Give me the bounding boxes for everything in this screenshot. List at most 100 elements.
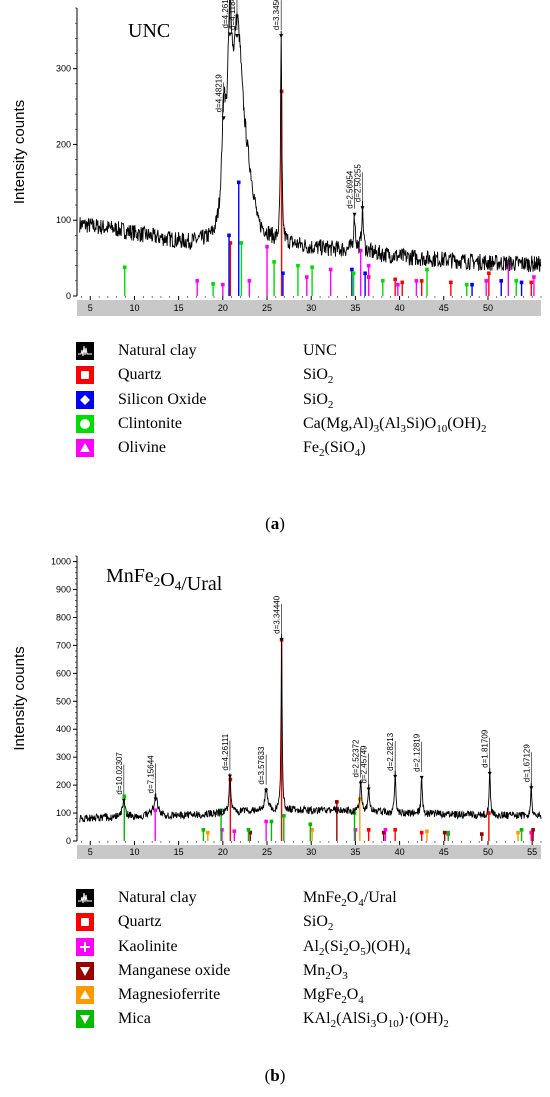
y-tick-label: 200 xyxy=(56,139,71,149)
reference-marker xyxy=(442,830,447,835)
reference-marker xyxy=(531,828,535,832)
reference-marker xyxy=(221,282,225,287)
d-label-arrow xyxy=(279,637,284,642)
x-tick-label: 10 xyxy=(129,847,139,857)
legend-phase-name: Olivine xyxy=(118,439,166,457)
x-tick-label: 25 xyxy=(262,303,272,313)
d-label-arrow xyxy=(279,34,284,39)
d-label: d=4.48219 xyxy=(215,74,224,113)
reference-marker xyxy=(519,280,524,285)
reference-marker xyxy=(529,280,534,285)
d-label-arrow xyxy=(419,775,424,780)
x-tick-label: 20 xyxy=(218,847,228,857)
d-label: d=1.81709 xyxy=(481,729,490,768)
y-axis-label: Intensity counts xyxy=(11,100,28,204)
reference-lines-silicon-oxide xyxy=(227,180,524,296)
legend-phase-formula: MgFe2O4 xyxy=(303,986,364,1007)
reference-marker xyxy=(516,830,520,835)
reference-marker xyxy=(358,248,363,253)
diffraction-pattern xyxy=(79,0,542,273)
pattern-marker-icon xyxy=(76,342,94,360)
reference-marker xyxy=(228,241,233,245)
d-label: d=3.57633 xyxy=(257,746,266,785)
reference-marker xyxy=(269,819,274,824)
x-tick-label: 35 xyxy=(350,303,360,313)
reference-lines-olivine xyxy=(195,244,536,296)
legend-phase-name: Natural clay xyxy=(118,342,197,359)
reference-marker xyxy=(282,814,286,818)
d-label: d=3.34507 xyxy=(272,0,281,30)
reference-marker xyxy=(396,282,400,287)
reference-marker xyxy=(246,828,251,832)
reference-marker xyxy=(201,828,206,832)
reference-marker xyxy=(366,828,371,832)
x-tick-label: 15 xyxy=(174,303,184,313)
x-axis-bar xyxy=(77,845,541,859)
reference-marker xyxy=(239,241,244,245)
xrd-chart-b: 0 100 200 300 400 500 600 700 800 900 1000 5 10 15 20 2… xyxy=(0,548,550,861)
d-label-arrow xyxy=(358,781,363,786)
reference-marker xyxy=(479,832,484,836)
d-label: d=10.02307 xyxy=(115,752,124,795)
reference-marker xyxy=(272,260,276,264)
d-label-arrow xyxy=(221,116,226,121)
y-tick-label: 400 xyxy=(56,724,71,734)
legend-phase-name: Quartz xyxy=(118,913,162,931)
d-label: d=4.26187 xyxy=(221,0,230,28)
chart-title: MnFe2O4/Ural xyxy=(106,565,223,595)
reference-marker xyxy=(414,279,419,283)
reference-marker xyxy=(400,280,405,285)
reference-marker xyxy=(308,822,313,827)
d-label-arrow xyxy=(352,212,357,217)
x-tick-label: 5 xyxy=(88,847,93,857)
reference-marker xyxy=(519,828,524,832)
legend-phase-formula: Mn2O3 xyxy=(303,961,348,983)
legend-phase-formula: Fe2(SiO4) xyxy=(303,439,366,460)
reference-marker xyxy=(247,279,252,283)
y-tick-label: 300 xyxy=(56,64,71,74)
x-tick-label: 45 xyxy=(439,303,449,313)
reference-marker xyxy=(419,279,424,283)
reference-marker xyxy=(393,277,397,282)
d-label: d=4.11843 xyxy=(228,0,237,30)
d-label-arrow xyxy=(360,206,365,211)
reference-marker xyxy=(446,830,450,835)
reference-marker xyxy=(236,180,241,185)
reference-lines-kaolinite xyxy=(153,808,534,841)
reference-marker xyxy=(487,271,491,276)
reference-marker xyxy=(122,265,127,269)
d-label-arrow xyxy=(121,798,126,803)
chart-title: UNC xyxy=(128,20,170,42)
square-marker-icon xyxy=(76,913,94,932)
y-tick-label: 800 xyxy=(56,612,71,622)
y-tick-label: 100 xyxy=(56,215,71,225)
x-tick-label: 35 xyxy=(350,847,360,857)
reference-marker xyxy=(383,828,388,832)
x-tick-label: 15 xyxy=(174,847,184,857)
reference-lines-manganese-oxide xyxy=(248,800,535,841)
reference-marker xyxy=(425,267,429,272)
x-tick-label: 40 xyxy=(395,847,405,857)
d-label: d=7.15644 xyxy=(147,755,156,794)
reference-lines-clintonite xyxy=(122,241,519,296)
d-label-arrow xyxy=(153,797,158,802)
caption-a: (a) xyxy=(265,514,285,533)
circle-marker-icon xyxy=(76,414,94,433)
x-tick-label: 30 xyxy=(306,303,316,313)
reference-marker xyxy=(419,830,424,835)
reference-marker xyxy=(227,233,231,238)
reference-marker xyxy=(351,271,356,276)
d-label: d=4.26111 xyxy=(221,733,230,770)
xrd-chart-a: 0 100 200 300 5 10 15 20 25 30 35 40 45 50 Intensity c… xyxy=(0,0,550,322)
square-marker-icon xyxy=(76,366,94,385)
reference-marker xyxy=(499,279,504,283)
d-label: d=2.56954 xyxy=(346,170,355,209)
d-label: d=2.28213 xyxy=(386,732,395,771)
pattern-marker-icon xyxy=(76,889,94,907)
reference-marker xyxy=(425,829,429,834)
y-tick-label: 600 xyxy=(56,668,71,678)
y-tick-label: 0 xyxy=(66,836,71,846)
reference-marker xyxy=(296,263,300,268)
reference-marker xyxy=(335,800,339,804)
d-label-arrow xyxy=(227,32,232,37)
